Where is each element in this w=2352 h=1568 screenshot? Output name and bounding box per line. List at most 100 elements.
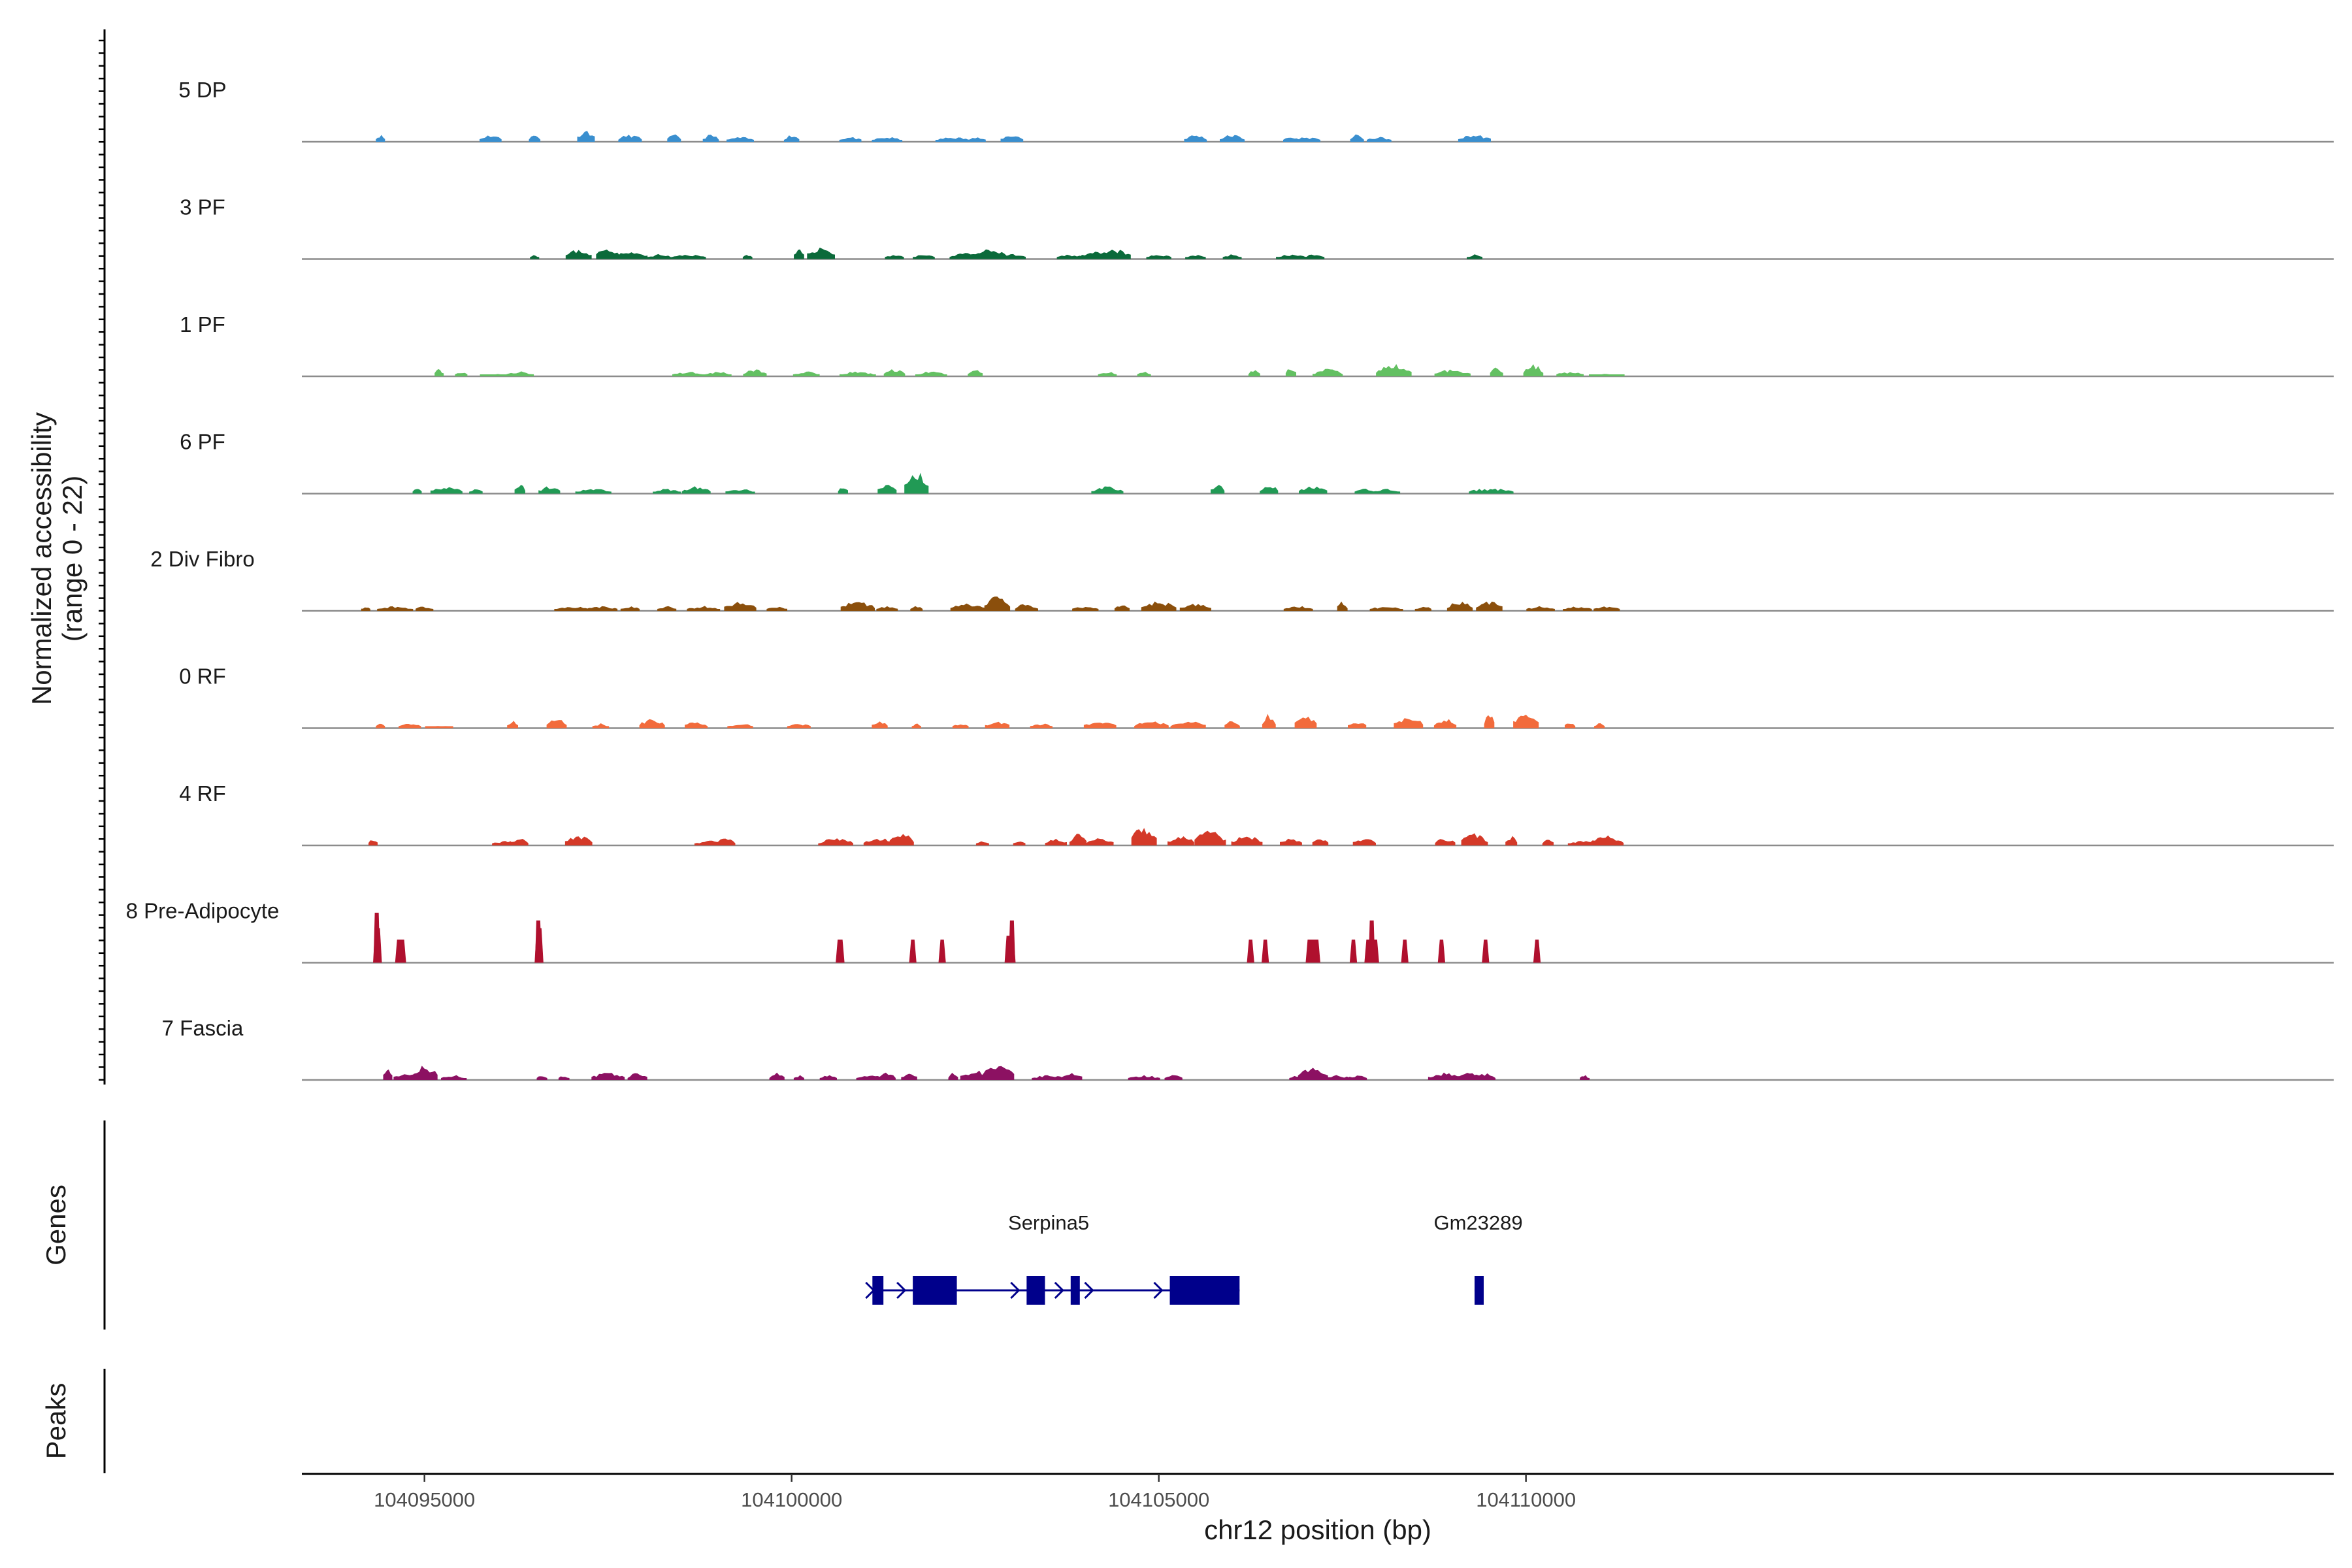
track-0: 5 DP: [178, 78, 2334, 143]
coverage-peak: [1260, 487, 1279, 494]
coverage-peak: [645, 253, 674, 259]
track-label: 7 Fascia: [162, 1016, 244, 1040]
coverage-peak: [1131, 828, 1157, 845]
gene-serpina5: Serpina5: [865, 1211, 1240, 1305]
coverage-peak: [546, 720, 567, 728]
coverage-peak: [818, 838, 853, 845]
coverage-peak: [1091, 486, 1124, 494]
gene-annotations: Serpina5 Gm23289: [865, 1211, 1523, 1305]
strand-arrow: [865, 1281, 875, 1299]
peaks-panel-label: Peaks: [41, 1383, 71, 1460]
coverage-peak: [455, 372, 468, 376]
coverage-peak: [948, 1073, 958, 1080]
strand-arrow: [1010, 1281, 1021, 1299]
coverage-block: [1247, 939, 1254, 963]
coverage-peak: [1526, 606, 1555, 611]
coverage-peak: [639, 719, 665, 728]
coverage-peak: [506, 371, 534, 376]
coverage-peak: [794, 249, 804, 259]
coverage-peak: [1446, 602, 1473, 611]
genes-panel-label: Genes: [41, 1184, 71, 1266]
coverage-peak: [672, 372, 706, 376]
coverage-peak: [368, 840, 378, 845]
coverage-peak: [878, 1072, 896, 1080]
coverage-peak: [1030, 723, 1053, 728]
x-tick-label: 104110000: [1476, 1488, 1576, 1511]
coverage-peak: [1179, 604, 1211, 611]
coverage-peak: [1590, 835, 1624, 845]
coverage-spike: [1368, 920, 1375, 963]
coverage-peak: [1299, 486, 1328, 494]
coverage-peak: [627, 1073, 647, 1080]
coverage-peak: [1589, 374, 1625, 376]
coverage-peak: [416, 606, 434, 611]
coverage-peak: [807, 248, 835, 259]
coverage-y-axis: [99, 29, 106, 1085]
coverage-peak: [793, 1075, 804, 1080]
track-label: 0 RF: [179, 664, 226, 689]
gene-exon: [1169, 1276, 1240, 1305]
coverage-peak: [1128, 1075, 1160, 1080]
coverage-peak: [1479, 489, 1514, 494]
coverage-peak: [1083, 723, 1117, 728]
coverage-block: [938, 939, 946, 963]
coverage-peak: [840, 602, 875, 611]
coverage-peak: [558, 1076, 570, 1080]
coverage-peak: [975, 841, 989, 845]
track-2: 1 PF: [180, 312, 2334, 378]
coverage-peak: [1086, 838, 1114, 845]
coverage-peak: [839, 137, 862, 142]
track-label: 4 RF: [179, 781, 226, 806]
coverage-peak: [1280, 838, 1302, 845]
coverage-peak: [876, 606, 898, 611]
gene-exon: [1026, 1276, 1045, 1305]
coverage-peak: [998, 253, 1026, 259]
coverage-peak: [1523, 364, 1544, 376]
coverage-peak: [1262, 713, 1276, 728]
gene-label: Serpina5: [1008, 1211, 1089, 1234]
coverage-peak: [877, 485, 897, 494]
coverage-peak: [766, 606, 787, 611]
coverage-peak: [441, 1075, 467, 1080]
coverage-block: [1401, 939, 1409, 963]
track-label: 6 PF: [180, 430, 225, 454]
coverage-peak: [1301, 254, 1325, 259]
coverage-peak: [1222, 254, 1242, 259]
coverage-peak: [1283, 606, 1313, 611]
strand-arrow: [1054, 1281, 1064, 1299]
coverage-peak: [514, 485, 525, 494]
x-tick-label: 104105000: [1108, 1488, 1209, 1511]
coverage-peak: [883, 369, 906, 376]
coverage-peak: [564, 836, 593, 845]
track-8: 7 Fascia: [162, 1016, 2334, 1081]
coverage-peak: [511, 839, 529, 845]
coverage-peak: [361, 607, 370, 611]
coverage-peak: [1313, 368, 1343, 376]
coverage-peak: [577, 131, 595, 142]
track-5: 0 RF: [179, 664, 2334, 729]
coverage-peak: [1098, 372, 1117, 376]
coverage-peak: [1220, 135, 1245, 142]
coverage-peak: [911, 723, 921, 728]
coverage-peak: [1059, 1073, 1083, 1080]
coverage-peak: [935, 137, 972, 142]
gene-exon: [1474, 1276, 1484, 1305]
gene-exon: [913, 1276, 957, 1305]
coverage-peak: [1141, 601, 1177, 611]
coverage-peak: [1354, 489, 1375, 494]
coverage-peak: [507, 721, 518, 728]
coverage-peak: [1337, 601, 1348, 611]
coverage-block: [1482, 939, 1490, 963]
coverage-peak: [1290, 137, 1320, 142]
coverage-peak: [376, 723, 385, 728]
coverage-peak: [787, 724, 811, 728]
coverage-peak: [950, 603, 986, 611]
coverage-peak: [1224, 721, 1240, 728]
coverage-peak: [377, 606, 414, 611]
coverage-peak: [554, 606, 589, 611]
coverage-peak: [575, 489, 612, 494]
coverage-peak: [702, 135, 719, 142]
coverage-peak: [1045, 838, 1067, 845]
coverage-peak: [1285, 369, 1296, 376]
track-4: 2 Div Fibro: [150, 547, 2334, 612]
